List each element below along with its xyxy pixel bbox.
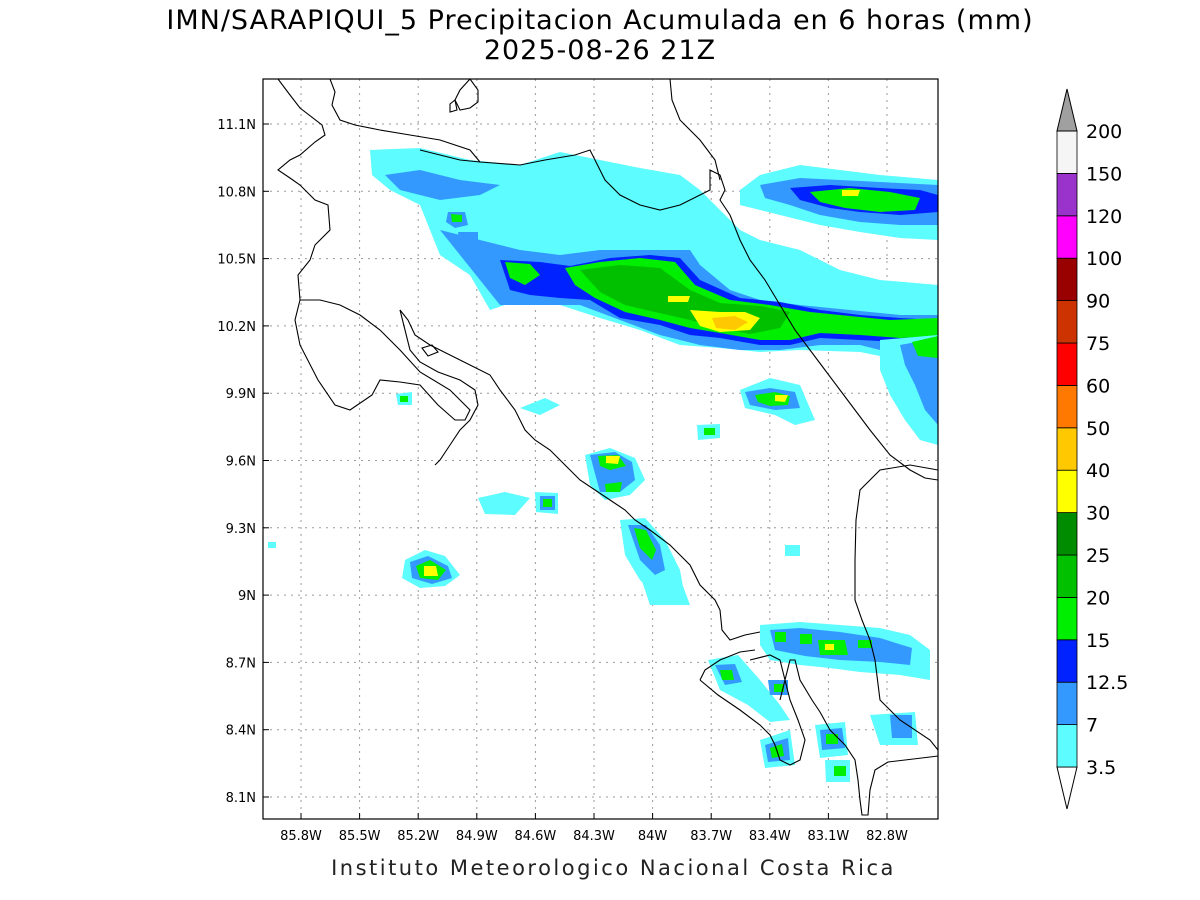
longitude-tick-label: 84.9W <box>456 829 498 844</box>
colorbar-label: 3.5 <box>1086 757 1116 779</box>
latitude-tick-label: 9.3N <box>226 522 256 537</box>
colorbar-label: 30 <box>1086 503 1110 525</box>
longitude-tick-label: 83.7W <box>690 829 732 844</box>
map-frame <box>262 78 939 820</box>
longitude-tick-label: 84.3W <box>573 829 615 844</box>
colorbar-segment <box>1056 639 1078 683</box>
latitude-tick-label: 8.7N <box>226 656 256 671</box>
colorbar-label: 100 <box>1086 248 1122 270</box>
colorbar-segment <box>1056 172 1078 217</box>
colorbar-label: 90 <box>1086 291 1110 313</box>
longitude-tick-label: 84W <box>638 829 668 844</box>
colorbar-label: 40 <box>1086 460 1110 482</box>
latitude-tick-label: 9.6N <box>226 455 256 470</box>
latitude-tick-label: 10.8N <box>217 185 256 200</box>
coastlines-borders <box>277 79 938 816</box>
colorbar-segment <box>1056 384 1078 429</box>
colorbar-segment <box>1056 215 1078 259</box>
colorbar-segment <box>1056 512 1078 556</box>
latitude-tick-label: 9.9N <box>226 387 256 402</box>
colorbar-label: 25 <box>1086 545 1110 567</box>
longitude-tick-label: 85.8W <box>280 829 322 844</box>
longitude-tick-label: 83.4W <box>749 829 791 844</box>
colorbar-segment <box>1056 427 1078 471</box>
latitude-tick-label: 11.1N <box>217 118 256 133</box>
longitude-tick-label: 84.6W <box>514 829 556 844</box>
colorbar-segment <box>1056 342 1078 386</box>
colorbar: 3.5 7 12.5 15 20 25 30 40 50 60 75 90 100 120 150 200 <box>1056 88 1128 810</box>
latitude-tick-label: 10.5N <box>217 253 256 268</box>
colorbar-segment <box>1056 681 1078 726</box>
colorbar-label: 50 <box>1086 418 1110 440</box>
latitude-tick-label: 8.1N <box>226 791 256 806</box>
longitude-tick-label: 85.2W <box>397 829 439 844</box>
colorbar-label: 7 <box>1086 715 1098 737</box>
latitude-tick-label: 8.4N <box>226 724 256 739</box>
map-datetime: 2025-08-26 21Z <box>483 35 717 66</box>
map-title: IMN/SARAPIQUI_5 Precipitacion Acumulada … <box>166 5 1034 36</box>
colorbar-label: 20 <box>1086 587 1110 609</box>
colorbar-segment <box>1056 724 1078 768</box>
colorbar-label: 150 <box>1086 163 1122 185</box>
colorbar-label: 120 <box>1086 206 1122 228</box>
colorbar-upper-arrow <box>1056 88 1078 132</box>
colorbar-segment <box>1056 257 1078 302</box>
longitude-tick-label: 82.8W <box>866 829 908 844</box>
longitude-ticks: 85.8W 85.5W 85.2W 84.9W 84.6W 84.3W 84W 83.7W 83… <box>280 813 908 844</box>
colorbar-label: 12.5 <box>1086 672 1128 694</box>
longitude-tick-label: 85.5W <box>339 829 381 844</box>
colorbar-segment <box>1056 300 1078 344</box>
footer-credit: Instituto Meteorologico Nacional Costa R… <box>331 856 896 880</box>
colorbar-segment <box>1056 597 1078 641</box>
precipitation-field <box>268 148 938 782</box>
colorbar-segment <box>1056 554 1078 598</box>
longitude-tick-label: 83.1W <box>807 829 849 844</box>
colorbar-label: 60 <box>1086 375 1110 397</box>
latitude-tick-label: 9N <box>238 589 256 604</box>
colorbar-label: 75 <box>1086 333 1110 355</box>
latitude-tick-label: 10.2N <box>217 320 256 335</box>
colorbar-label: 200 <box>1086 121 1122 143</box>
colorbar-segment <box>1056 469 1078 514</box>
colorbar-segment <box>1056 130 1078 174</box>
latitude-ticks: 11.1N 10.8N 10.5N 10.2N 9.9N 9.6N 9.3N 9N 8.7N 8.… <box>217 118 269 806</box>
colorbar-lower-arrow <box>1056 766 1078 810</box>
colorbar-label: 15 <box>1086 630 1110 652</box>
